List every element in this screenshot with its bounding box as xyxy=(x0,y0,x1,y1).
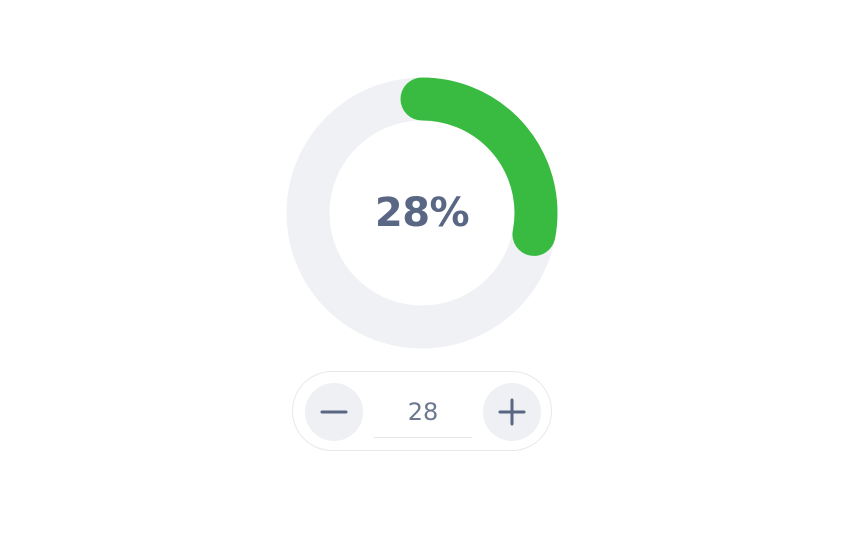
increment-button[interactable] xyxy=(483,383,541,441)
circular-progress: 28% xyxy=(286,77,558,349)
progress-percent-label: 28% xyxy=(374,190,470,236)
progress-arc xyxy=(286,77,558,349)
plus-icon xyxy=(498,398,526,426)
quantity-input[interactable] xyxy=(374,390,472,438)
decrement-button[interactable] xyxy=(305,383,363,441)
quantity-stepper xyxy=(292,371,552,451)
minus-icon xyxy=(320,410,348,414)
progress-ring-graphic xyxy=(286,77,558,349)
